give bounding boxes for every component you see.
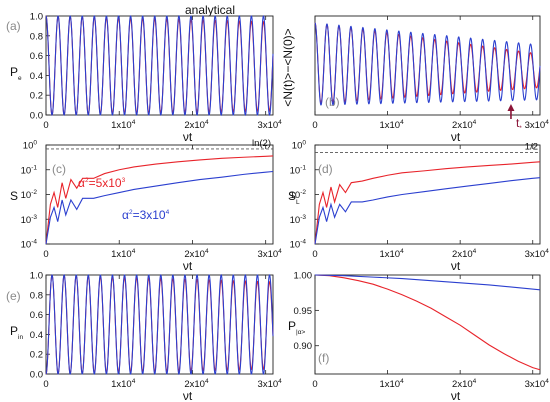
x-tick-label: 1x104 bbox=[111, 378, 136, 390]
y-tick-label: 0.4 bbox=[30, 71, 43, 82]
x-tick-label: 3x104 bbox=[525, 119, 550, 131]
x-tick-label: 0 bbox=[43, 249, 48, 260]
y-tick-label: 1.0 bbox=[30, 271, 43, 282]
y-axis-label: SL bbox=[288, 189, 300, 206]
y-axis-label: <N(t)>−<N(0)> bbox=[281, 28, 295, 106]
series-line-blue bbox=[45, 170, 274, 245]
legend-red: α2=5x103 bbox=[78, 176, 126, 190]
x-tick-label: 2x104 bbox=[452, 119, 477, 131]
series-line-blue bbox=[45, 15, 274, 116]
x-tick-label: 0 bbox=[312, 120, 317, 131]
x-tick-label: 1x104 bbox=[379, 119, 404, 131]
x-tick-label: 1x104 bbox=[111, 248, 136, 260]
series-line-blue bbox=[314, 177, 541, 245]
y-axis-label: P|α> bbox=[288, 319, 305, 336]
x-tick-label: 1x104 bbox=[111, 119, 136, 131]
x-tick-label: 0 bbox=[312, 379, 317, 390]
series-line-blue bbox=[314, 22, 541, 106]
y-tick-label: 0.6 bbox=[30, 310, 43, 321]
y-tick-label: 0.90 bbox=[294, 341, 313, 352]
panel-c: 0 1x104 2x104 3x104 νt 100 10-1 10-2 10-3 10-4 S (c… bbox=[10, 138, 282, 273]
x-axis-label: νt bbox=[451, 259, 461, 273]
series-line-red bbox=[314, 274, 541, 371]
panel-a: 0 1x104 2x104 3x104 νt 0.0 0.2 0.4 0.6 0.8 1.0 Pe (a… bbox=[6, 12, 282, 145]
x-tick-label: 3x104 bbox=[258, 378, 283, 390]
reference-label: 1/2 bbox=[525, 141, 538, 152]
x-tick-label: 2x104 bbox=[452, 378, 477, 390]
y-tick-label: 10-3 bbox=[21, 214, 38, 226]
plot-frame bbox=[45, 144, 274, 245]
x-tick-label: 0 bbox=[43, 120, 48, 131]
x-axis-label: νt bbox=[183, 259, 193, 273]
y-tick-label: 100 bbox=[23, 140, 38, 152]
legend-blue: α2=3x104 bbox=[122, 208, 170, 222]
x-tick-label: 3x104 bbox=[525, 248, 550, 260]
y-tick-label: 0.95 bbox=[294, 306, 313, 317]
arrow-head bbox=[507, 104, 515, 111]
series-line-blue bbox=[314, 274, 541, 291]
y-tick-label: 0.8 bbox=[30, 290, 43, 301]
y-axis-label: Pe bbox=[10, 65, 22, 82]
panel-d: 0 1x104 2x104 3x104 νt 100 10-1 10-2 10-3 10-4 SL (… bbox=[288, 140, 549, 274]
y-tick-label: 10-1 bbox=[290, 164, 307, 176]
plot-frame bbox=[314, 274, 541, 375]
x-axis-label: νt bbox=[183, 389, 193, 402]
x-tick-label: 2x104 bbox=[184, 378, 209, 390]
annotation-label: t* bbox=[516, 116, 522, 132]
panel-label: (c) bbox=[52, 162, 66, 176]
series-line-blue bbox=[45, 274, 274, 375]
x-tick-label: 0 bbox=[43, 379, 48, 390]
reference-label: ln(2) bbox=[252, 138, 271, 149]
x-tick-label: 3x104 bbox=[258, 248, 283, 260]
x-tick-label: 0 bbox=[312, 249, 317, 260]
y-tick-label: 1.00 bbox=[294, 271, 313, 282]
x-tick-label: 3x104 bbox=[525, 378, 550, 390]
y-tick-label: 0.2 bbox=[30, 91, 43, 102]
x-axis-label: νt bbox=[451, 130, 461, 144]
y-tick-label: 0.0 bbox=[30, 111, 43, 122]
plot-frame bbox=[314, 144, 541, 245]
figure-title: analytical bbox=[185, 3, 235, 17]
y-tick-label: 0.4 bbox=[30, 330, 43, 341]
x-tick-label: 2x104 bbox=[184, 119, 209, 131]
y-tick-label: 1.0 bbox=[30, 12, 43, 23]
y-tick-label: 100 bbox=[292, 140, 307, 152]
series-line-red bbox=[314, 161, 541, 245]
panel-label: (a) bbox=[6, 19, 21, 33]
y-tick-label: 0.8 bbox=[30, 31, 43, 42]
plot-frame bbox=[314, 15, 541, 116]
y-axis-label: Pin bbox=[10, 324, 23, 341]
series-line-red bbox=[45, 155, 274, 245]
x-axis-label: νt bbox=[451, 389, 461, 402]
panel-label: (e) bbox=[6, 289, 21, 303]
panel-label: (d) bbox=[318, 162, 333, 176]
x-tick-label: 2x104 bbox=[452, 248, 477, 260]
y-tick-label: 10-2 bbox=[21, 189, 38, 201]
x-tick-label: 2x104 bbox=[184, 248, 209, 260]
y-tick-label: 0.0 bbox=[30, 370, 43, 381]
y-tick-label: 10-3 bbox=[290, 214, 307, 226]
y-tick-label: 10-2 bbox=[290, 189, 307, 201]
x-tick-label: 1x104 bbox=[379, 378, 404, 390]
panel-label: (f) bbox=[318, 351, 329, 365]
y-tick-label: 10-4 bbox=[21, 239, 38, 251]
x-tick-label: 3x104 bbox=[258, 119, 283, 131]
y-tick-label: 0.6 bbox=[30, 51, 43, 62]
y-tick-label: 0.2 bbox=[30, 350, 43, 361]
x-axis-label: νt bbox=[183, 130, 193, 144]
x-tick-label: 1x104 bbox=[379, 248, 404, 260]
y-tick-label: 10-4 bbox=[290, 239, 307, 251]
panel-f: 0 1x104 2x104 3x104 νt 0.90 0.95 1.00 P|α> (f) bbox=[288, 271, 549, 402]
panel-e: 0 1x104 2x104 3x104 νt 0.0 0.2 0.4 0.6 0.8 1.0 Pin (… bbox=[6, 271, 282, 402]
y-tick-label: 10-1 bbox=[21, 164, 38, 176]
y-axis-label: S bbox=[10, 189, 18, 203]
